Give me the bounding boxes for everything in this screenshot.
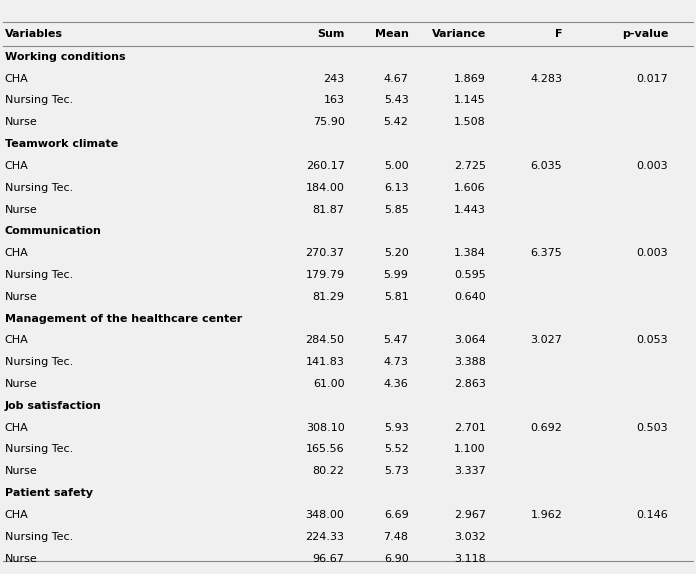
Text: 0.503: 0.503 <box>637 422 668 433</box>
Text: 2.967: 2.967 <box>454 510 486 520</box>
Text: 5.20: 5.20 <box>383 248 409 258</box>
Text: 3.064: 3.064 <box>454 335 486 346</box>
Text: 7.48: 7.48 <box>383 532 409 542</box>
Text: CHA: CHA <box>5 335 29 346</box>
Text: 184.00: 184.00 <box>306 183 345 193</box>
Text: p-value: p-value <box>622 29 668 39</box>
Text: 0.595: 0.595 <box>454 270 486 280</box>
Text: 5.52: 5.52 <box>383 444 409 455</box>
Text: Nurse: Nurse <box>5 204 38 215</box>
Text: 3.032: 3.032 <box>454 532 486 542</box>
Text: Job satisfaction: Job satisfaction <box>5 401 102 411</box>
Text: 4.283: 4.283 <box>530 73 562 84</box>
Text: 3.118: 3.118 <box>454 553 486 564</box>
Text: 2.863: 2.863 <box>454 379 486 389</box>
Text: 0.146: 0.146 <box>636 510 668 520</box>
Text: 308.10: 308.10 <box>306 422 345 433</box>
Text: Nursing Tec.: Nursing Tec. <box>5 444 73 455</box>
Text: Nurse: Nurse <box>5 292 38 302</box>
Text: 2.701: 2.701 <box>454 422 486 433</box>
Text: Nursing Tec.: Nursing Tec. <box>5 270 73 280</box>
Text: 270.37: 270.37 <box>306 248 345 258</box>
Text: 6.13: 6.13 <box>384 183 409 193</box>
Text: Sum: Sum <box>317 29 345 39</box>
Text: Nursing Tec.: Nursing Tec. <box>5 183 73 193</box>
Text: 260.17: 260.17 <box>306 161 345 171</box>
Text: 1.508: 1.508 <box>454 117 486 127</box>
Text: CHA: CHA <box>5 510 29 520</box>
Text: 179.79: 179.79 <box>306 270 345 280</box>
Text: Working conditions: Working conditions <box>5 52 125 62</box>
Text: CHA: CHA <box>5 161 29 171</box>
Text: 1.606: 1.606 <box>454 183 486 193</box>
Text: 3.027: 3.027 <box>530 335 562 346</box>
Text: Communication: Communication <box>5 226 102 236</box>
Text: 0.692: 0.692 <box>530 422 562 433</box>
Text: 348.00: 348.00 <box>306 510 345 520</box>
Text: CHA: CHA <box>5 73 29 84</box>
Text: Patient safety: Patient safety <box>5 488 93 498</box>
Text: 3.337: 3.337 <box>454 466 486 476</box>
Text: 81.87: 81.87 <box>313 204 345 215</box>
Text: 5.43: 5.43 <box>383 95 409 106</box>
Text: 284.50: 284.50 <box>306 335 345 346</box>
Text: Management of the healthcare center: Management of the healthcare center <box>5 313 242 324</box>
Text: 75.90: 75.90 <box>313 117 345 127</box>
Text: F: F <box>555 29 562 39</box>
Text: 4.36: 4.36 <box>383 379 409 389</box>
Text: 0.003: 0.003 <box>637 161 668 171</box>
Text: 1.869: 1.869 <box>454 73 486 84</box>
Text: 5.00: 5.00 <box>384 161 409 171</box>
Text: 243: 243 <box>323 73 345 84</box>
Text: Nurse: Nurse <box>5 379 38 389</box>
Text: 224.33: 224.33 <box>306 532 345 542</box>
Text: 61.00: 61.00 <box>313 379 345 389</box>
Text: CHA: CHA <box>5 248 29 258</box>
Text: 5.81: 5.81 <box>383 292 409 302</box>
Text: Mean: Mean <box>374 29 409 39</box>
Text: 165.56: 165.56 <box>306 444 345 455</box>
Text: 2.725: 2.725 <box>454 161 486 171</box>
Text: Nursing Tec.: Nursing Tec. <box>5 357 73 367</box>
Text: 5.99: 5.99 <box>383 270 409 280</box>
Text: 0.053: 0.053 <box>637 335 668 346</box>
Text: 4.67: 4.67 <box>383 73 409 84</box>
Text: 5.93: 5.93 <box>383 422 409 433</box>
Text: 1.100: 1.100 <box>454 444 486 455</box>
Text: 6.035: 6.035 <box>531 161 562 171</box>
Text: 0.017: 0.017 <box>636 73 668 84</box>
Text: 0.640: 0.640 <box>454 292 486 302</box>
Text: 4.73: 4.73 <box>383 357 409 367</box>
Text: 5.73: 5.73 <box>383 466 409 476</box>
Text: Variables: Variables <box>5 29 63 39</box>
Text: Nursing Tec.: Nursing Tec. <box>5 532 73 542</box>
Text: 1.962: 1.962 <box>530 510 562 520</box>
Text: 5.85: 5.85 <box>383 204 409 215</box>
Text: Teamwork climate: Teamwork climate <box>5 139 118 149</box>
Text: 1.384: 1.384 <box>454 248 486 258</box>
Text: 3.388: 3.388 <box>454 357 486 367</box>
Text: Nurse: Nurse <box>5 553 38 564</box>
Text: 163: 163 <box>324 95 345 106</box>
Text: Variance: Variance <box>432 29 486 39</box>
Text: 6.90: 6.90 <box>383 553 409 564</box>
Text: 80.22: 80.22 <box>313 466 345 476</box>
Text: 5.47: 5.47 <box>383 335 409 346</box>
Text: Nurse: Nurse <box>5 466 38 476</box>
Text: 6.69: 6.69 <box>383 510 409 520</box>
Text: 1.443: 1.443 <box>454 204 486 215</box>
Text: 1.145: 1.145 <box>454 95 486 106</box>
Text: CHA: CHA <box>5 422 29 433</box>
Text: 6.375: 6.375 <box>530 248 562 258</box>
Text: 5.42: 5.42 <box>383 117 409 127</box>
Text: 96.67: 96.67 <box>313 553 345 564</box>
Text: 81.29: 81.29 <box>313 292 345 302</box>
Text: 141.83: 141.83 <box>306 357 345 367</box>
Text: Nurse: Nurse <box>5 117 38 127</box>
Text: 0.003: 0.003 <box>637 248 668 258</box>
Text: Nursing Tec.: Nursing Tec. <box>5 95 73 106</box>
